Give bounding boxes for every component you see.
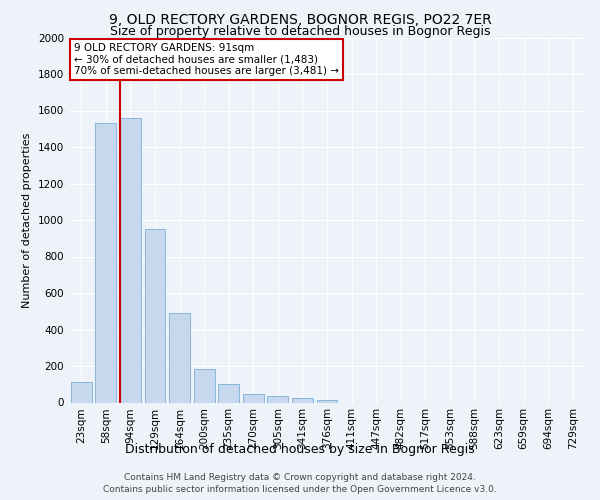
Bar <box>169 313 190 402</box>
Text: Contains public sector information licensed under the Open Government Licence v3: Contains public sector information licen… <box>103 485 497 494</box>
Text: 9 OLD RECTORY GARDENS: 91sqm
← 30% of detached houses are smaller (1,483)
70% of: 9 OLD RECTORY GARDENS: 91sqm ← 30% of de… <box>74 43 339 76</box>
Text: Distribution of detached houses by size in Bognor Regis: Distribution of detached houses by size … <box>125 442 475 456</box>
Bar <box>268 396 289 402</box>
Bar <box>218 384 239 402</box>
Bar <box>194 368 215 402</box>
Text: Contains HM Land Registry data © Crown copyright and database right 2024.: Contains HM Land Registry data © Crown c… <box>124 472 476 482</box>
Bar <box>292 398 313 402</box>
Bar <box>95 124 116 402</box>
Text: 9, OLD RECTORY GARDENS, BOGNOR REGIS, PO22 7ER: 9, OLD RECTORY GARDENS, BOGNOR REGIS, PO… <box>109 12 491 26</box>
Text: Size of property relative to detached houses in Bognor Regis: Size of property relative to detached ho… <box>110 25 490 38</box>
Bar <box>120 118 141 403</box>
Bar <box>317 400 337 402</box>
Bar <box>145 229 166 402</box>
Bar <box>71 382 92 402</box>
Bar <box>243 394 264 402</box>
Y-axis label: Number of detached properties: Number of detached properties <box>22 132 32 308</box>
